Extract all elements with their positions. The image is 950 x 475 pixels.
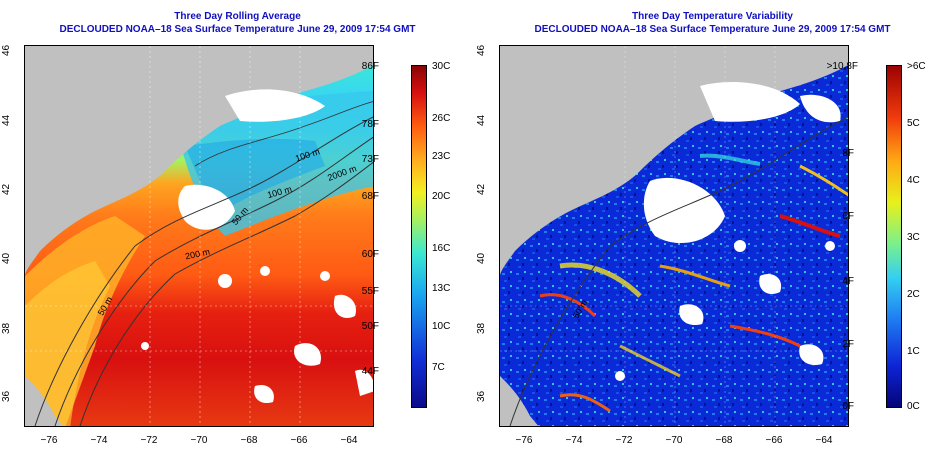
y-tick-label: 46 [1, 44, 12, 56]
colorbar-label-c: 1C [907, 346, 920, 357]
y-tick-label: 36 [476, 390, 487, 402]
colorbar-label-c: 30C [432, 61, 451, 72]
sst-colorbar [411, 65, 427, 408]
colorbar-label-f: 44F [361, 366, 379, 377]
colorbar-label-f: 6F [842, 211, 854, 222]
sst-average-panel: Three Day Rolling Average DECLOUDED NOAA… [1, 11, 451, 446]
sst-variability-map[interactable]: 50 m [499, 45, 849, 427]
y-tick-label: 42 [476, 183, 487, 195]
y-tick-label: 44 [1, 114, 12, 126]
x-tick-label: −74 [565, 435, 583, 446]
colorbar-label-c: 3C [907, 232, 920, 243]
colorbar-label-f: 78F [361, 119, 379, 130]
panel-subtitle: DECLOUDED NOAA–18 Sea Surface Temperatur… [59, 24, 416, 35]
colorbar-label-c: 26C [432, 113, 451, 124]
colorbar-label-c: 13C [432, 283, 451, 294]
panel-subtitle: DECLOUDED NOAA–18 Sea Surface Temperatur… [534, 24, 891, 35]
sst-variability-panel: Three Day Temperature Variability DECLOU… [475, 0, 950, 475]
colorbar-label-f: 68F [361, 191, 379, 202]
colorbar-label-f: 86F [361, 61, 379, 72]
colorbar-label-f: 60F [361, 249, 379, 260]
x-tick-label: −68 [240, 435, 258, 446]
x-tick-label: −72 [615, 435, 633, 446]
y-tick-label: 42 [1, 183, 12, 195]
x-tick-label: −76 [515, 435, 533, 446]
colorbar-label-f: 55F [361, 286, 379, 297]
colorbar-label-c: 7C [432, 362, 445, 373]
x-tick-label: −64 [815, 435, 833, 446]
x-tick-label: −64 [340, 435, 358, 446]
colorbar-label-c: 0C [907, 401, 920, 412]
colorbar-label-c: 2C [907, 289, 920, 300]
sst-average-map[interactable]: 100 m 50 m 100 m 2000 m 200 m 50 m [24, 45, 374, 427]
y-tick-label: 44 [476, 114, 487, 126]
x-tick-label: −70 [190, 435, 208, 446]
x-tick-label: −74 [90, 435, 108, 446]
colorbar-label-c: 20C [432, 191, 451, 202]
colorbar-label-f: 2F [842, 339, 854, 350]
colorbar-label-c: 4C [907, 175, 920, 186]
colorbar-label-f: 4F [842, 276, 854, 287]
x-tick-label: −66 [290, 435, 308, 446]
panel-title: Three Day Rolling Average [174, 11, 301, 22]
colorbar-label-f: 8F [842, 148, 854, 159]
panel-title: Three Day Temperature Variability [632, 11, 793, 22]
colorbar-label-c: >6C [907, 61, 926, 72]
x-tick-label: −76 [40, 435, 58, 446]
y-tick-label: 46 [476, 44, 487, 56]
colorbar-label-f: 73F [361, 154, 379, 165]
y-tick-label: 40 [1, 252, 12, 264]
y-tick-label: 40 [476, 252, 487, 264]
y-tick-label: 38 [476, 322, 487, 334]
x-tick-label: −72 [140, 435, 158, 446]
colorbar-label-f: 50F [361, 321, 379, 332]
x-tick-label: −68 [715, 435, 733, 446]
colorbar-label-c: 23C [432, 151, 451, 162]
sst-variability-image [500, 46, 848, 426]
colorbar-label-c: 16C [432, 243, 451, 254]
x-tick-label: −70 [665, 435, 683, 446]
sst-average-image [25, 46, 373, 426]
colorbar-label-f: 0F [842, 401, 854, 412]
x-tick-label: −66 [765, 435, 783, 446]
colorbar-label-c: 5C [907, 118, 920, 129]
colorbar-label-c: 10C [432, 321, 451, 332]
y-tick-label: 38 [1, 322, 12, 334]
y-tick-label: 36 [1, 390, 12, 402]
variability-colorbar [886, 65, 902, 408]
colorbar-label-f: >10.8F [826, 61, 858, 72]
